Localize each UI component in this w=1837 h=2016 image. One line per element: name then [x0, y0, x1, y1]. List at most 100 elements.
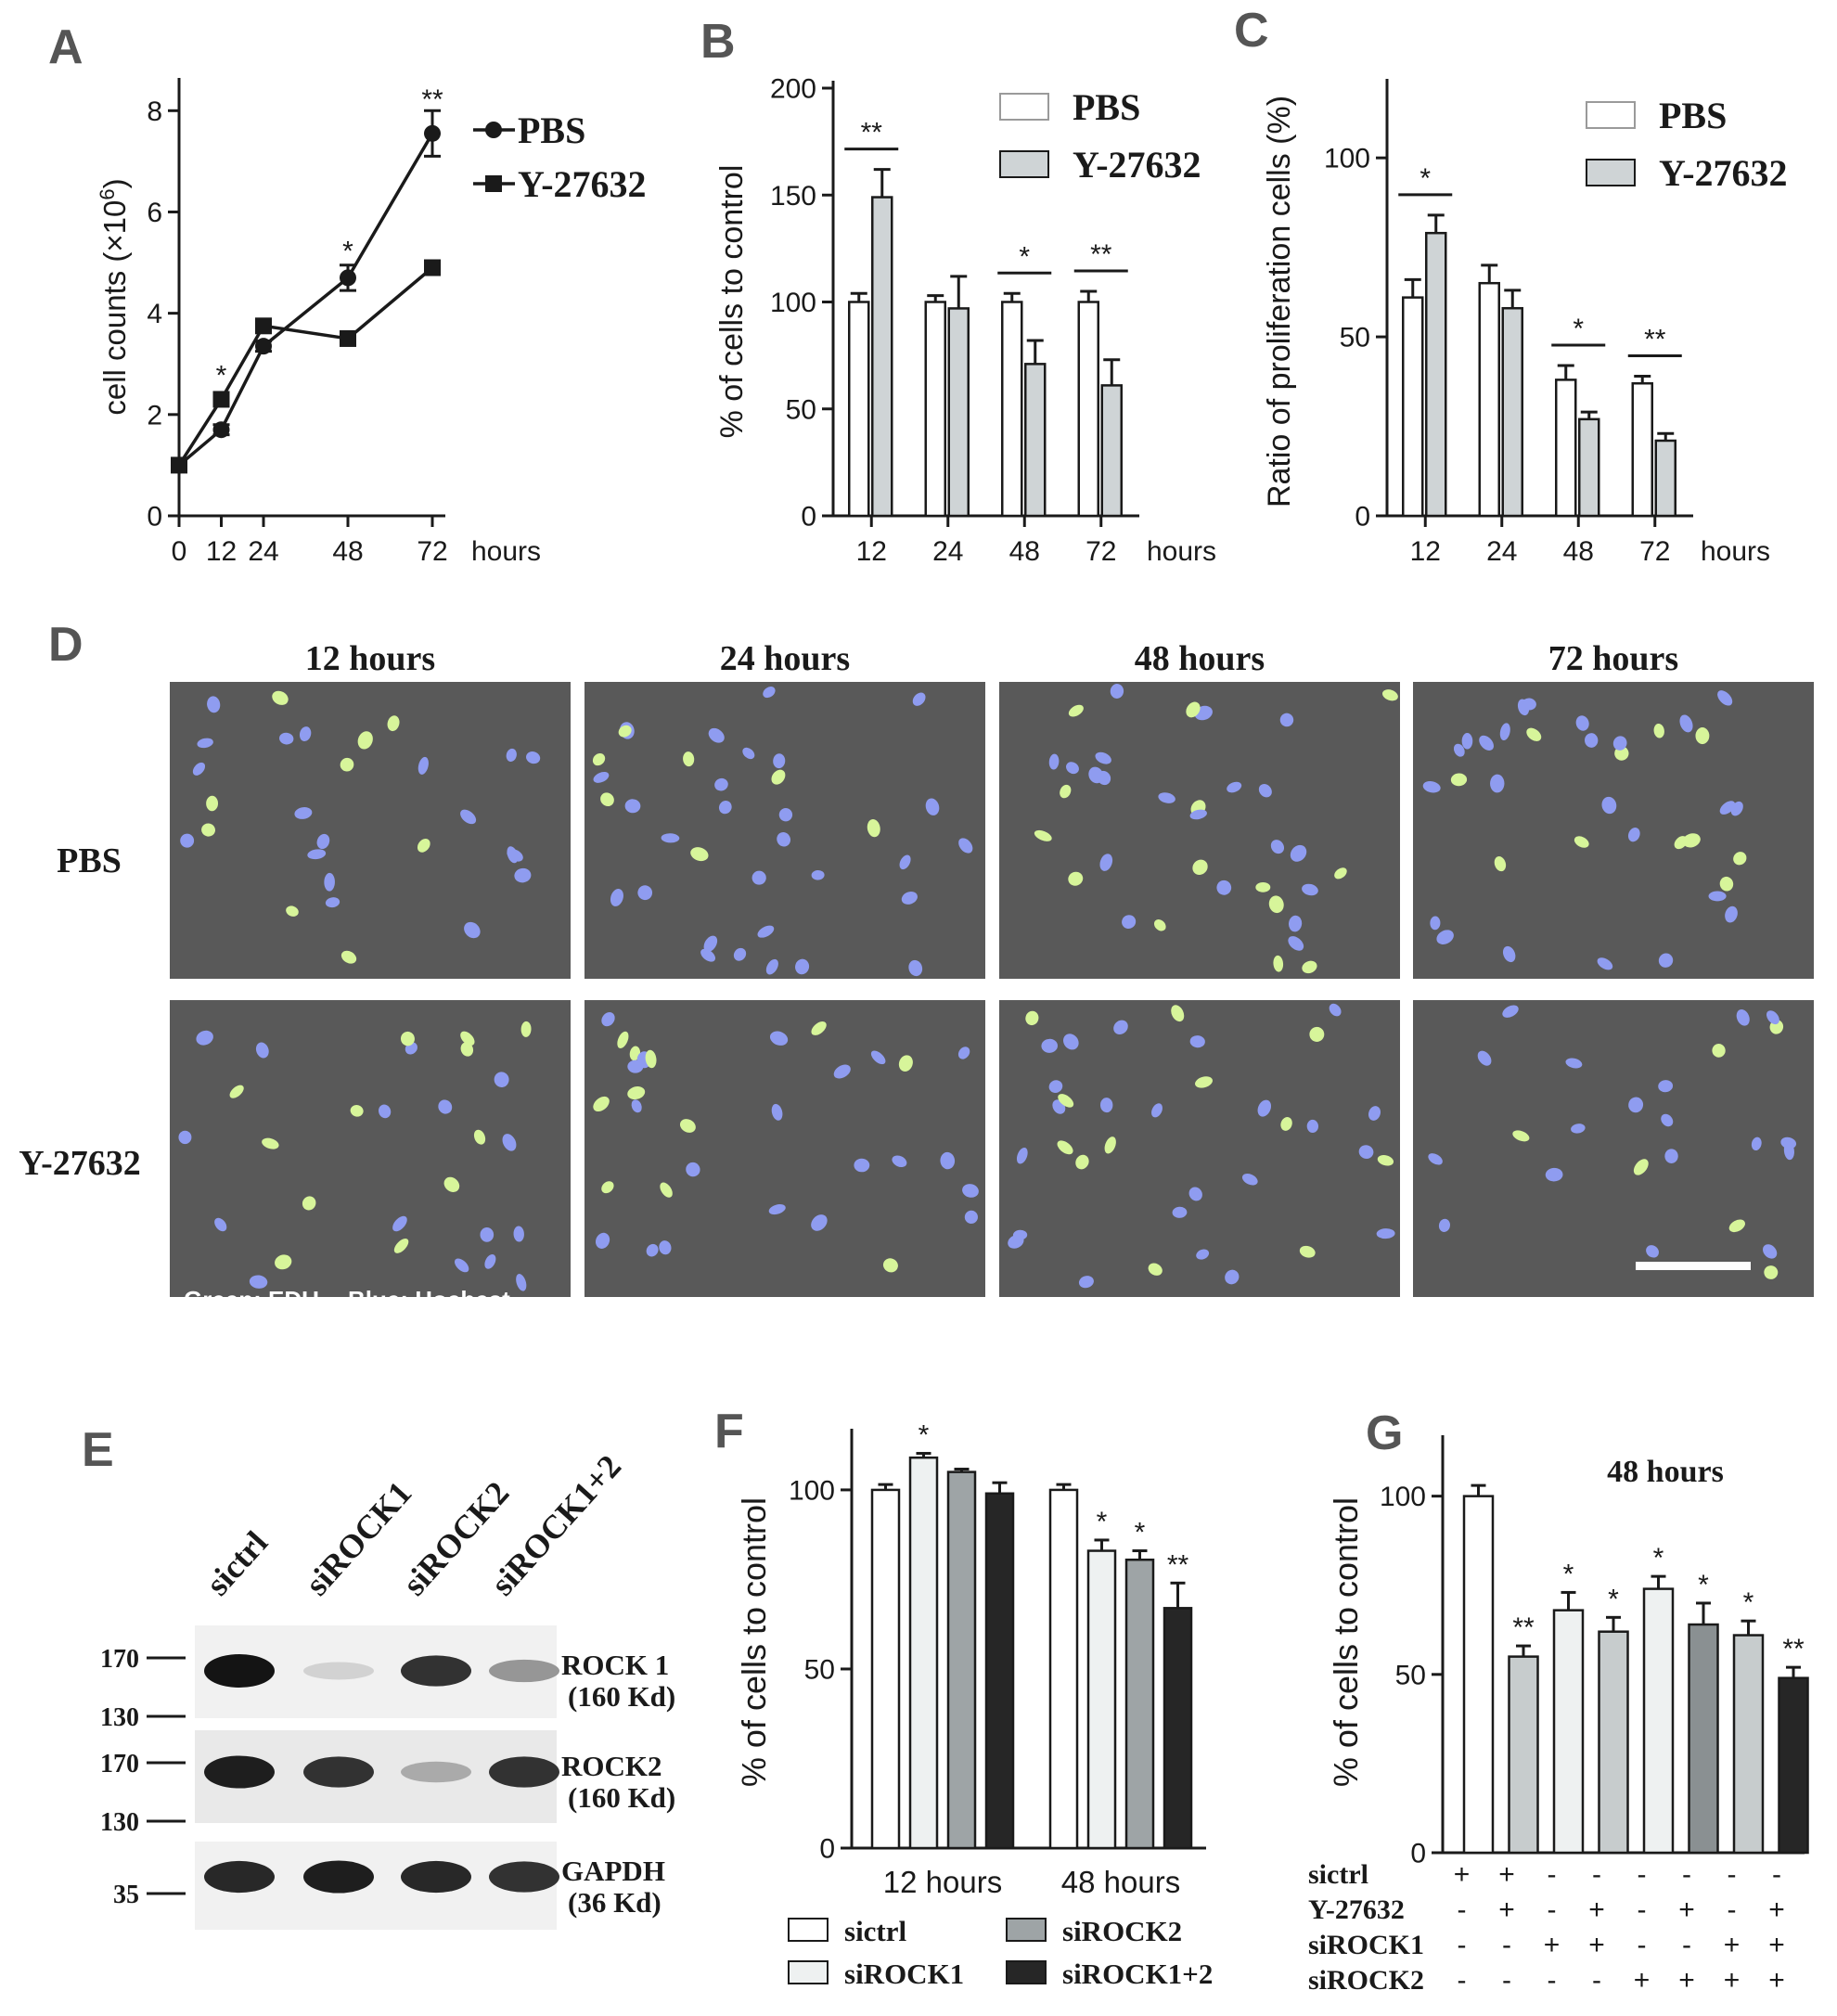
cell-nucleus [1490, 774, 1505, 793]
protein-band [303, 1860, 374, 1894]
cell-nucleus [637, 885, 653, 901]
cell-nucleus [690, 847, 709, 862]
cell-nucleus [1068, 871, 1084, 886]
cell-nucleus [1453, 743, 1465, 757]
cell-nucleus [1066, 762, 1079, 775]
treatment-mark: + [1498, 1894, 1515, 1925]
cell-nucleus [661, 833, 680, 843]
cell-nucleus [811, 869, 825, 880]
protein-band [401, 1761, 471, 1783]
cell-nucleus [700, 948, 716, 962]
y-tick-label: 8 [147, 96, 162, 127]
treatment-mark: + [1768, 1965, 1785, 1996]
cell-nucleus [1422, 781, 1441, 793]
cell-nucleus [1299, 1245, 1316, 1258]
cell-nucleus [325, 897, 340, 908]
treatment-mark: - [1728, 1894, 1737, 1925]
y-tick-label: 200 [770, 74, 816, 105]
cell-nucleus [520, 1021, 532, 1037]
bar [1642, 1587, 1675, 1855]
y-tick-label: 0 [1410, 1839, 1426, 1869]
legend-label: siROCK1+2 [1062, 1958, 1213, 1990]
significance-mark: ** [1512, 1612, 1535, 1643]
legend-label: siROCK1 [844, 1958, 964, 1990]
marker-label: 35 [113, 1881, 139, 1909]
y-tick-label: 0 [1355, 502, 1370, 533]
legend-swatch [788, 1960, 829, 1984]
y-tick-label: 100 [789, 1475, 835, 1506]
protein-band [204, 1860, 275, 1894]
blot-label-size: (160 Kd) [568, 1680, 675, 1713]
x-tick-label: 48 hours [1061, 1865, 1180, 1899]
significance-mark: * [1653, 1543, 1664, 1573]
cell-nucleus [617, 1031, 629, 1048]
cell-nucleus [350, 1105, 364, 1117]
treatment-mark: - [1682, 1930, 1691, 1960]
cell-nucleus [769, 1031, 789, 1046]
bar-y-27632 [1654, 439, 1676, 518]
y-tick-label: 0 [801, 502, 816, 533]
cell-nucleus [1270, 840, 1285, 854]
cell-nucleus [1601, 796, 1617, 815]
micrograph-image [584, 1000, 985, 1297]
column-header: 48 hours [1135, 639, 1265, 678]
bar-y-27632 [1100, 384, 1123, 518]
cell-nucleus [443, 1176, 460, 1192]
x-tick-label: 24 [932, 536, 963, 567]
cell-nucleus [484, 1254, 496, 1269]
protein-band [204, 1755, 275, 1789]
row-header: Y-27632 [19, 1144, 141, 1183]
cell-nucleus [1575, 715, 1589, 731]
cell-nucleus [1122, 915, 1137, 929]
cell-nucleus [778, 808, 793, 822]
cell-nucleus [1730, 801, 1743, 816]
cell-nucleus [1041, 1038, 1058, 1053]
x-axis-label: hours [471, 536, 541, 567]
cell-nucleus [733, 947, 747, 961]
bar-sirock2 [1124, 1558, 1155, 1850]
cell-nucleus [1512, 1130, 1530, 1142]
cell-nucleus [1216, 880, 1232, 895]
cell-nucleus [940, 1151, 956, 1170]
chart-f: 0 50 100 % of cells to control 12 hours 48 ho… [735, 1420, 1213, 1990]
cell-nucleus [1186, 701, 1201, 718]
treatment-mark: - [1548, 1965, 1557, 1996]
bar [1598, 1630, 1629, 1855]
cell-nucleus [600, 792, 614, 807]
bar-sictrl [1048, 1488, 1079, 1850]
cell-nucleus [214, 1217, 227, 1232]
cell-nucleus [1016, 1147, 1028, 1164]
legend-marker [485, 175, 502, 192]
protein-band [489, 1861, 559, 1893]
cell-nucleus [1171, 1005, 1185, 1022]
y-tick-label: 100 [770, 288, 816, 318]
cell-nucleus [1225, 1269, 1240, 1285]
cell-nucleus [340, 950, 357, 964]
cell-nucleus [811, 1214, 828, 1231]
bar [1732, 1634, 1765, 1855]
cell-nucleus [1034, 829, 1052, 841]
lane-label: siROCK1+2 [483, 1447, 628, 1602]
significance-mark: * [1573, 314, 1584, 344]
legend-label: PBS [1659, 95, 1727, 136]
cell-nucleus [763, 687, 776, 699]
cell-nucleus [899, 854, 911, 870]
cell-nucleus [1358, 1145, 1374, 1159]
panel-label-C: C [1234, 4, 1269, 58]
lane-label: sictrl [199, 1524, 275, 1603]
treatment-row-label: siROCK2 [1308, 1965, 1424, 1996]
y-tick-label: 50 [786, 394, 816, 425]
cell-nucleus [1189, 1035, 1205, 1048]
treatment-mark: + [1724, 1930, 1741, 1960]
cell-nucleus [1717, 690, 1733, 706]
bar-pbs [924, 301, 946, 518]
cell-nucleus [1674, 836, 1688, 850]
cell-nucleus [255, 1042, 269, 1059]
cell-nucleus [624, 799, 641, 814]
cell-nucleus [1048, 1080, 1063, 1093]
cell-nucleus [867, 819, 880, 838]
treatment-mark: - [1458, 1965, 1467, 1996]
cell-nucleus [595, 1232, 610, 1249]
